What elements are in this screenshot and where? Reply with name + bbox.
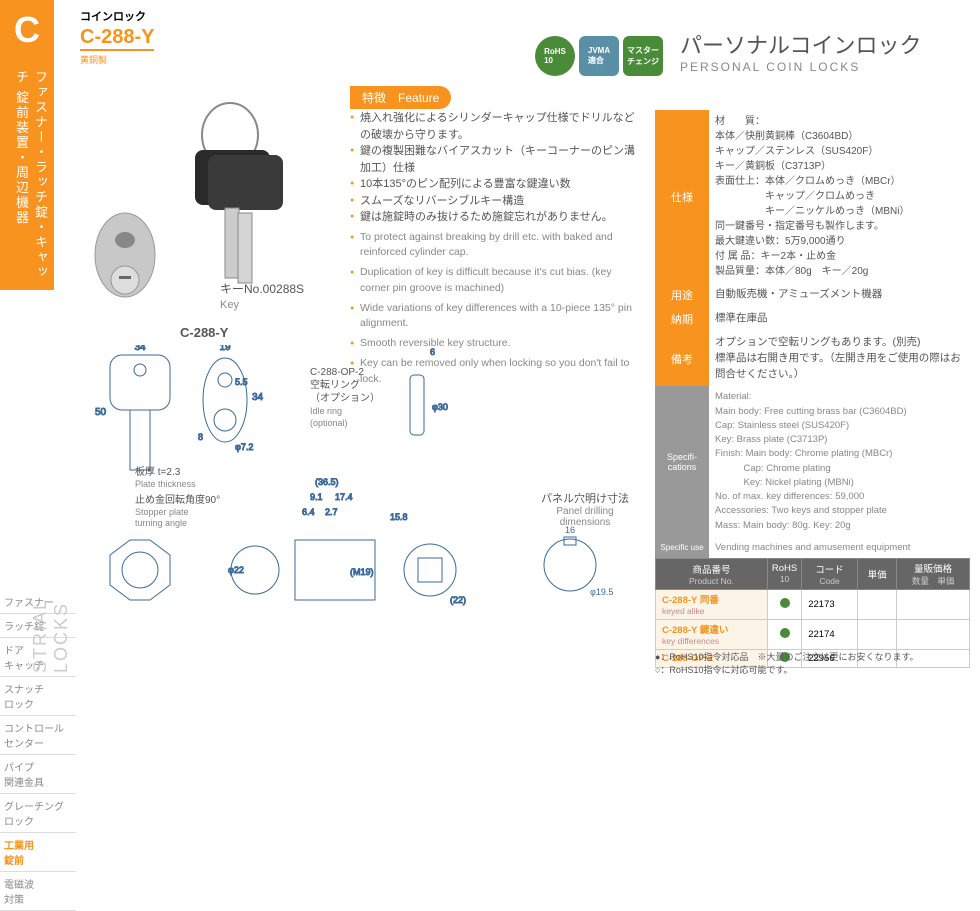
- svg-text:6.4: 6.4: [302, 507, 315, 517]
- jvma-badge: JVMA 適合: [579, 36, 619, 76]
- feature-item-en: Duplication of key is difficult because …: [350, 265, 640, 297]
- spec-label: 納期: [655, 307, 709, 331]
- sidebar-item[interactable]: コントロール センター: [0, 716, 76, 755]
- master-badge: マスター チェンジ: [623, 36, 663, 76]
- svg-text:2.7: 2.7: [325, 507, 338, 517]
- feature-item: 鍵の複製困難なバイアスカット（キーコーナーのピン溝加工）仕様: [350, 143, 640, 176]
- panel-drill-jp: パネル穴明け寸法: [525, 490, 645, 506]
- svg-text:(M19): (M19): [350, 567, 374, 577]
- spec-label: 仕様: [655, 110, 709, 283]
- svg-text:(36.5): (36.5): [315, 477, 339, 487]
- svg-text:6: 6: [430, 347, 435, 357]
- svg-text:止め金回転角度90°: 止め金回転角度90°: [135, 493, 220, 506]
- footnote: ●：RoHS10指令対応品 ※大量のご注文は更にお安くなります。 ○：RoHS1…: [655, 650, 919, 676]
- svg-text:空転リング: 空転リング: [310, 378, 360, 391]
- sidebar-item[interactable]: スナッチ ロック: [0, 677, 76, 716]
- th-product: 商品番号Product No.: [656, 559, 768, 590]
- svg-text:（オプション）: （オプション）: [310, 392, 380, 404]
- key-number-label: キーNo.00288S Key: [220, 280, 304, 311]
- feature-item-en: Wide variations of key differences with …: [350, 301, 640, 333]
- svg-text:8: 8: [198, 432, 203, 442]
- prod-cell: C-288-Y 鍵違いkey differences: [656, 620, 768, 650]
- category-label: コインロック: [80, 8, 154, 24]
- prod-cell: C-288-Y 同番keyed alike: [656, 590, 768, 620]
- svg-text:Idle ring: Idle ring: [310, 406, 342, 416]
- sidebar-item[interactable]: 電磁波 対策: [0, 872, 76, 911]
- spec-table: 仕様材 質： 本体／快削黄銅棒（C3604BD） キャップ／ステンレス（SUS4…: [655, 110, 970, 596]
- svg-text:34: 34: [252, 392, 264, 403]
- feature-header: 特徴 Feature: [350, 86, 451, 109]
- svg-text:φ19.5: φ19.5: [590, 587, 613, 597]
- spec-label-en: Specific use: [655, 537, 709, 559]
- product-header: コインロック C-288-Y 黄銅製: [80, 8, 154, 66]
- title-en: PERSONAL COIN LOCKS: [680, 60, 922, 74]
- title-jp: パーソナルコインロック: [680, 28, 922, 60]
- sidebar-item[interactable]: パイプ 関連金具: [0, 755, 76, 794]
- vertical-title: ファスナー・ラッチ錠・キャッチ 錠前装置・周辺機器: [0, 60, 54, 290]
- rohs-badge: RoHS 10: [535, 36, 575, 76]
- th-rohs: RoHS10: [767, 559, 801, 590]
- svg-text:9.1: 9.1: [310, 492, 323, 502]
- panel-drill-label: パネル穴明け寸法 Panel drilling dimensions: [525, 490, 645, 528]
- technical-drawing: 34 50 19 34 5.5 8 φ7.2 6 φ30 φ22 (M19) (…: [80, 345, 520, 665]
- rohs-cell: [767, 620, 801, 650]
- svg-text:15.8: 15.8: [390, 512, 408, 522]
- product-title: パーソナルコインロック PERSONAL COIN LOCKS: [680, 28, 922, 74]
- svg-text:turning angle: turning angle: [135, 518, 187, 528]
- feature-item: 焼入れ強化によるシリンダーキャップ仕様でドリルなどの破壊から守ります。: [350, 110, 640, 143]
- spec-content: 材 質： 本体／快削黄銅棒（C3604BD） キャップ／ステンレス（SUS420…: [709, 110, 970, 283]
- sidebar-item[interactable]: グレーチング ロック: [0, 794, 76, 833]
- spec-label: 用途: [655, 283, 709, 307]
- product-code-under: C-288-Y: [180, 325, 228, 340]
- th-price: 単価: [857, 559, 897, 590]
- key-no-en: Key: [220, 299, 239, 311]
- feature-item: 鍵は施錠時のみ抜けるため施錠忘れがありません。: [350, 209, 640, 226]
- rohs-dot-icon: [780, 628, 790, 638]
- svg-text:Plate thickness: Plate thickness: [135, 479, 196, 489]
- feature-item-en: To protect against breaking by drill etc…: [350, 230, 640, 262]
- svg-text:φ7.2: φ7.2: [235, 442, 253, 452]
- code-cell: 22173: [802, 590, 858, 620]
- svg-text:φ22: φ22: [228, 565, 244, 575]
- spec-label: 備考: [655, 331, 709, 386]
- spec-label-en: Specifi- cations: [655, 386, 709, 537]
- svg-text:(22): (22): [450, 595, 466, 605]
- svg-text:(optional): (optional): [310, 418, 348, 428]
- product-code: C-288-Y: [80, 26, 154, 51]
- spec-content: オプションで空転リングもあります。(別売) 標準品は右開き用です。（左開き用をご…: [709, 331, 970, 386]
- panel-drill-en: Panel drilling dimensions: [525, 506, 645, 528]
- rohs-cell: [767, 590, 801, 620]
- feature-item: 10本135°のピン配列による豊富な鍵違い数: [350, 176, 640, 193]
- svg-text:34: 34: [134, 345, 146, 353]
- feature-item: スムーズなリバーシブルキー構造: [350, 193, 640, 210]
- rohs-dot-icon: [780, 598, 790, 608]
- svg-text:Stopper plate: Stopper plate: [135, 507, 189, 517]
- svg-text:50: 50: [95, 407, 107, 418]
- svg-text:板厚 t=2.3: 板厚 t=2.3: [135, 465, 181, 478]
- key-no-jp: キーNo.00288S: [220, 282, 304, 296]
- sidebar-item-active[interactable]: 工業用 錠前: [0, 833, 76, 872]
- compliance-badges: RoHS 10 JVMA 適合 マスター チェンジ: [535, 36, 663, 76]
- spec-content-en: Vending machines and amusement equipment: [709, 537, 970, 559]
- spec-content: 自動販売機・アミューズメント機器: [709, 283, 970, 307]
- svg-text:19: 19: [219, 345, 231, 353]
- category-badge: C: [0, 0, 54, 60]
- th-bulk: 量販価格数量 単価: [897, 559, 970, 590]
- svg-text:φ30: φ30: [432, 402, 448, 412]
- vertical-locks-label: STRIAL LOCKS: [30, 540, 72, 673]
- svg-text:17.4: 17.4: [335, 492, 353, 502]
- svg-text:5.5: 5.5: [235, 377, 248, 387]
- spec-content: 標準在庫品: [709, 307, 970, 331]
- material-label: 黄銅製: [80, 53, 154, 66]
- spec-content-en: Material: Main body: Free cutting brass …: [709, 386, 970, 537]
- svg-text:C-288-OP-2: C-288-OP-2: [310, 367, 364, 378]
- th-code: コードCode: [802, 559, 858, 590]
- code-cell: 22174: [802, 620, 858, 650]
